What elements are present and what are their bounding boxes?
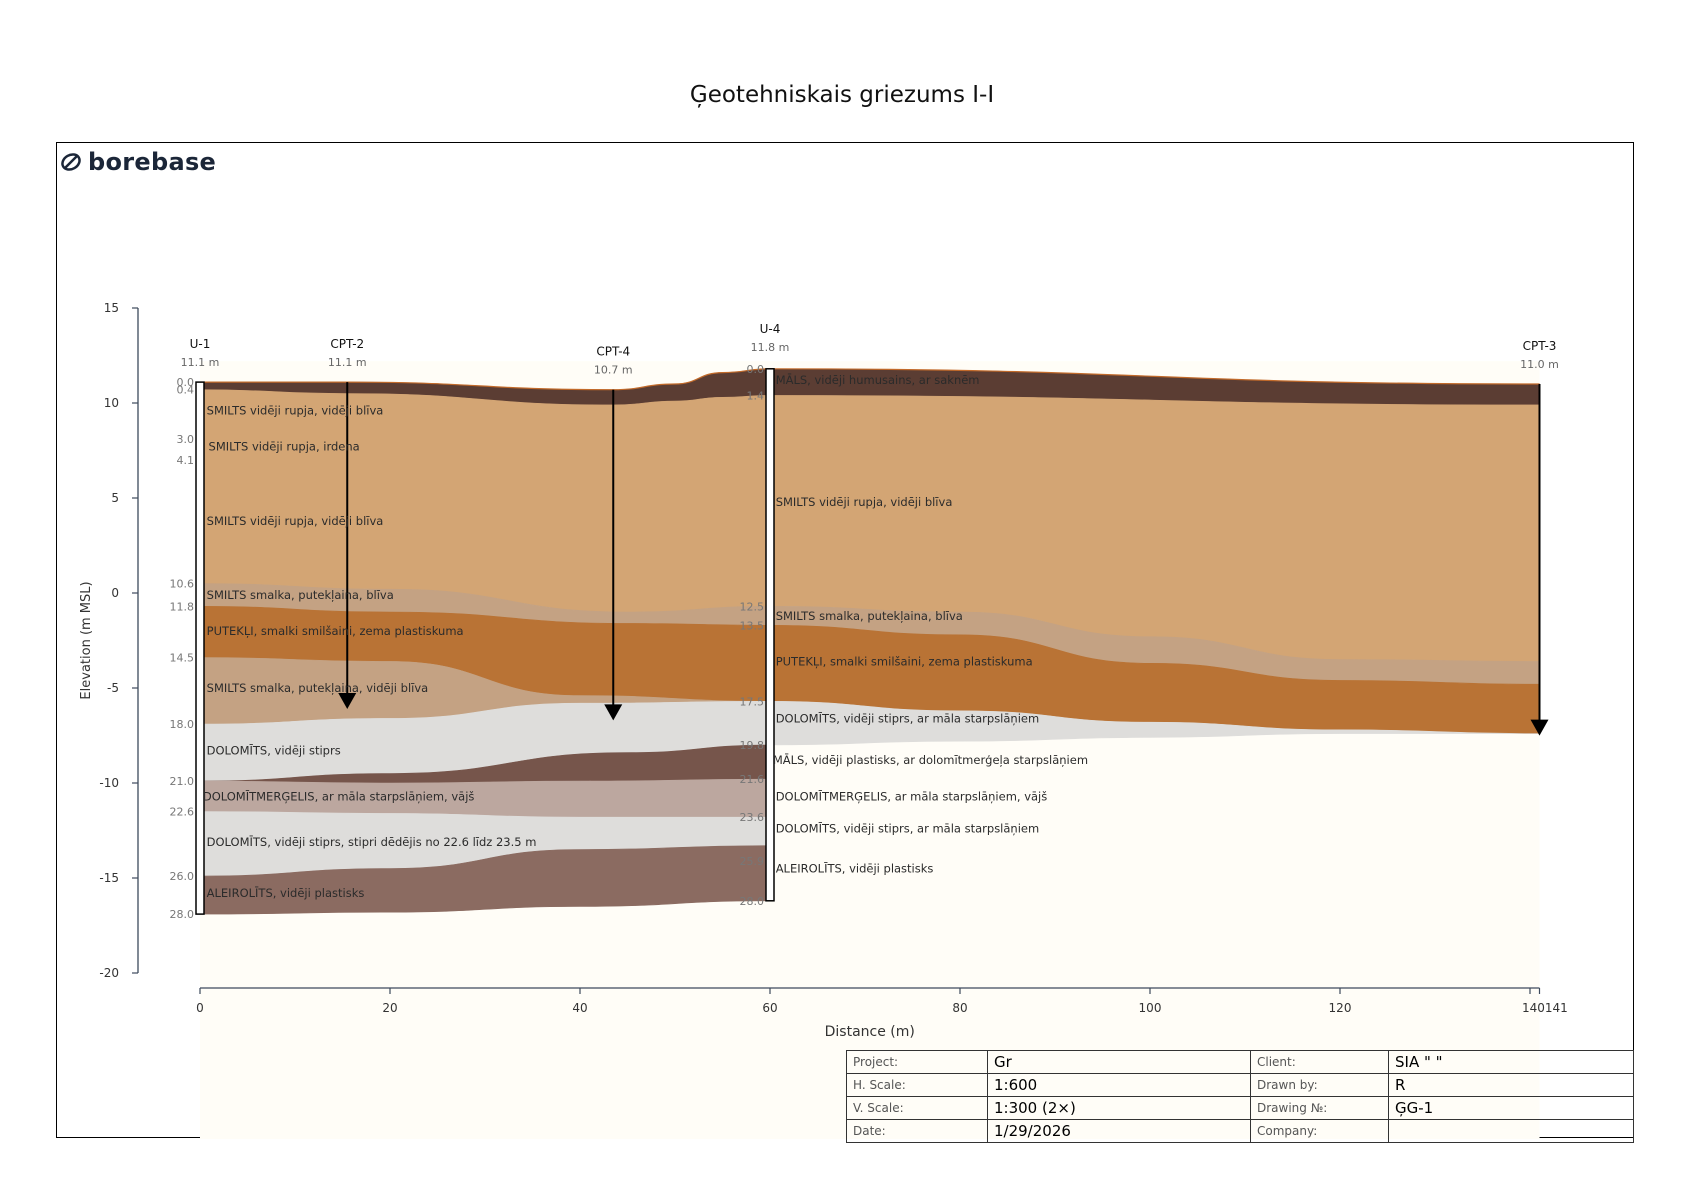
soil-label: DOLOMĪTS, vidēji stiprs, stipri dēdējis … bbox=[207, 835, 537, 849]
drawingno-label: Drawing №: bbox=[1250, 1096, 1389, 1120]
depth-label: 11.8 bbox=[170, 600, 195, 613]
page-title: Ģeotehniskais griezums I-I bbox=[689, 82, 995, 108]
x-tick-label: 60 bbox=[762, 1001, 777, 1015]
x-axis-label: Distance (m) bbox=[825, 1024, 915, 1040]
depth-label: 0.0 bbox=[747, 363, 765, 376]
depth-label: 12.5 bbox=[740, 600, 765, 613]
borehole-name: CPT-2 bbox=[330, 337, 364, 351]
y-tick-label: -15 bbox=[99, 871, 119, 885]
date-value: 1/29/2026 bbox=[987, 1119, 1251, 1143]
y-tick-label: -5 bbox=[107, 681, 119, 695]
depth-label: 28.0 bbox=[170, 908, 195, 921]
soil-label: DOLOMĪTMERĢELIS, ar māla starpslāņiem, v… bbox=[203, 789, 475, 803]
vscale-value: 1:300 (2×) bbox=[987, 1096, 1251, 1120]
borehole-elevation: 11.0 m bbox=[1520, 358, 1559, 371]
drawingno-value: ĢG-1 bbox=[1388, 1096, 1634, 1120]
y-tick-label: 0 bbox=[111, 586, 119, 600]
drawnby-label: Drawn by: bbox=[1250, 1073, 1389, 1097]
depth-label: 23.6 bbox=[740, 811, 765, 824]
y-tick-label: 5 bbox=[111, 491, 119, 505]
depth-label: 18.0 bbox=[170, 718, 195, 731]
company-value bbox=[1388, 1119, 1634, 1143]
borehole-name: U-1 bbox=[190, 337, 211, 351]
title-block: Project: Gr Client: SIA " " H. Scale: 1:… bbox=[846, 1050, 1634, 1143]
borehole-elevation: 10.7 m bbox=[594, 364, 633, 377]
borebase-mark-icon bbox=[61, 153, 81, 171]
soil-label: DOLOMĪTMERĢELIS, ar māla starpslāņiem, v… bbox=[776, 789, 1048, 803]
depth-label: 22.6 bbox=[170, 806, 195, 819]
depth-label: 25.9 bbox=[740, 855, 765, 868]
project-value: Gr bbox=[987, 1050, 1251, 1074]
vscale-label: V. Scale: bbox=[846, 1096, 988, 1120]
soil-label: SMILTS vidēji rupja, vidēji blīva bbox=[207, 514, 384, 528]
soil-label: PUTEKĻI, smalki smilšaini, zema plastisk… bbox=[776, 654, 1033, 668]
soil-label: DOLOMĪTS, vidēji stiprs, ar māla starpsl… bbox=[776, 822, 1040, 836]
soil-label: SMILTS vidēji rupja, vidēji blīva bbox=[776, 495, 953, 509]
depth-label: 0.4 bbox=[177, 384, 195, 397]
depth-label: 10.6 bbox=[170, 578, 195, 591]
y-tick-label: 15 bbox=[104, 301, 119, 315]
hscale-value: 1:600 bbox=[987, 1073, 1251, 1097]
company-label: Company: bbox=[1250, 1119, 1389, 1143]
hscale-label: H. Scale: bbox=[846, 1073, 988, 1097]
depth-label: 28.0 bbox=[740, 895, 765, 908]
x-tick-label: 100 bbox=[1139, 1001, 1162, 1015]
logo-text: borebase bbox=[88, 148, 217, 176]
y-axis-label: Elevation (m MSL) bbox=[79, 581, 94, 699]
depth-label: 3.0 bbox=[177, 433, 195, 446]
borebase-logo: borebase bbox=[60, 148, 216, 176]
soil-label: SMILTS vidēji rupja, vidēji blīva bbox=[207, 404, 384, 418]
y-tick-label: -10 bbox=[99, 776, 119, 790]
cpt-arrow-icon bbox=[1530, 719, 1549, 736]
x-tick-label: 120 bbox=[1329, 1001, 1352, 1015]
soil-label: SMILTS smalka, putekļaina, vidēji blīva bbox=[207, 681, 429, 695]
depth-label: 21.0 bbox=[170, 775, 195, 788]
soil-label: SMILTS smalka, putekļaina, blīva bbox=[776, 609, 963, 623]
depth-label: 17.5 bbox=[740, 695, 765, 708]
soil-label: SMILTS vidēji rupja, irdena bbox=[209, 440, 360, 454]
soil-label: MĀLS, vidēji plastisks, ar dolomītmerģeļ… bbox=[773, 753, 1088, 767]
cpt-arrow-icon bbox=[338, 693, 357, 709]
project-label: Project: bbox=[846, 1050, 988, 1074]
depth-label: 21.6 bbox=[740, 773, 765, 786]
borehole-elevation: 11.8 m bbox=[751, 341, 790, 354]
depth-label: 19.8 bbox=[740, 739, 765, 752]
depth-label: 0.0 bbox=[177, 376, 195, 389]
soil-label: PUTEKĻI, smalki smilšaini, zema plastisk… bbox=[207, 624, 464, 638]
depth-label: 14.5 bbox=[170, 652, 195, 665]
depth-label: 13.5 bbox=[740, 619, 765, 632]
x-tick-label: 40 bbox=[572, 1001, 587, 1015]
x-tick-label: 140141 bbox=[1522, 1001, 1568, 1015]
drawnby-value: R bbox=[1388, 1073, 1634, 1097]
borehole-column bbox=[195, 381, 205, 915]
depth-label: 26.0 bbox=[170, 870, 195, 883]
x-tick-label: 20 bbox=[382, 1001, 397, 1015]
soil-label: DOLOMĪTS, vidēji stiprs, ar māla starpsl… bbox=[776, 711, 1040, 725]
client-label: Client: bbox=[1250, 1050, 1389, 1074]
cpt-arrow-icon bbox=[604, 704, 623, 721]
borehole-name: CPT-3 bbox=[1523, 339, 1557, 353]
y-tick-label: 10 bbox=[104, 396, 119, 410]
x-tick-label: 0 bbox=[196, 1001, 204, 1015]
date-label: Date: bbox=[846, 1119, 988, 1143]
depth-label: 1.4 bbox=[747, 389, 765, 402]
x-tick-label: 80 bbox=[952, 1001, 967, 1015]
borehole-name: CPT-4 bbox=[596, 345, 630, 359]
y-tick-label: -20 bbox=[99, 966, 119, 980]
soil-label: MĀLS, vidēji humusains, ar saknēm bbox=[776, 373, 980, 387]
client-value: SIA " " bbox=[1388, 1050, 1634, 1074]
soil-label: SMILTS smalka, putekļaina, blīva bbox=[207, 588, 394, 602]
depth-label: 4.1 bbox=[177, 454, 195, 467]
soil-label: ALEIROLĪTS, vidēji plastisks bbox=[207, 886, 365, 900]
borehole-column bbox=[765, 368, 775, 902]
soil-label: DOLOMĪTS, vidēji stiprs bbox=[207, 744, 341, 758]
borehole-elevation: 11.1 m bbox=[181, 356, 220, 369]
borehole-elevation: 11.1 m bbox=[328, 356, 367, 369]
borehole-name: U-4 bbox=[760, 322, 781, 336]
soil-label: ALEIROLĪTS, vidēji plastisks bbox=[776, 862, 934, 876]
